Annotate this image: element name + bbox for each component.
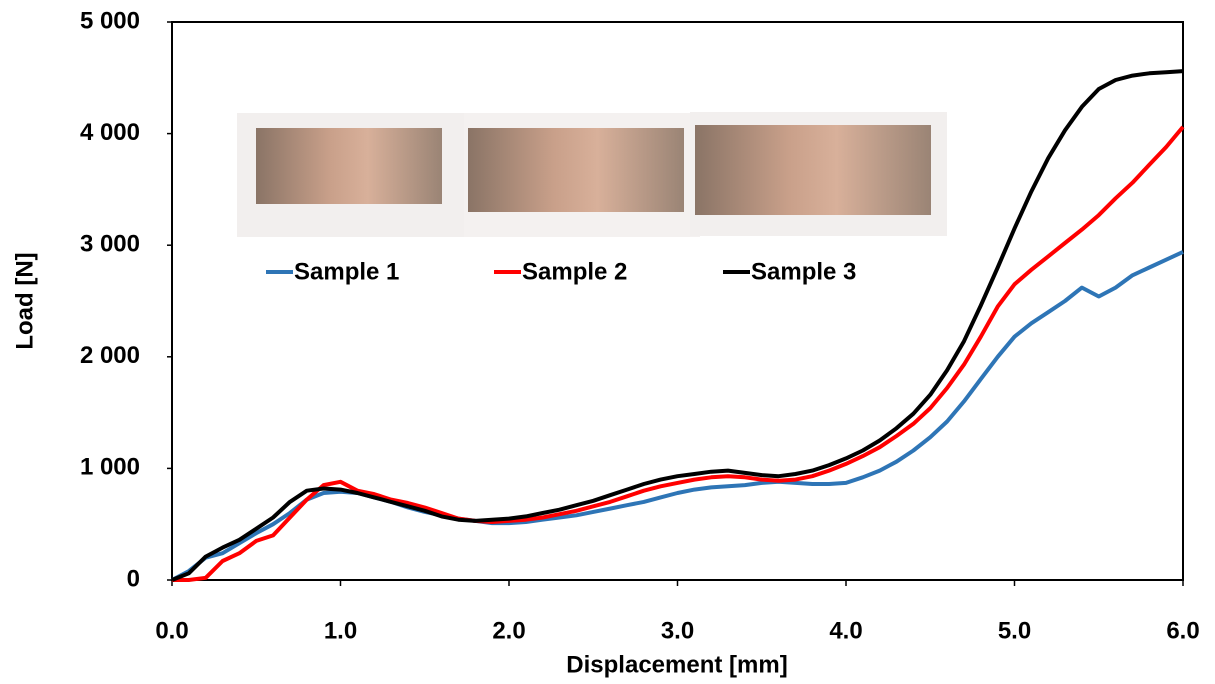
x-tick-label: 6.0 bbox=[1166, 617, 1199, 644]
y-tick-label: 1 000 bbox=[80, 454, 140, 481]
x-tick-label: 1.0 bbox=[324, 617, 357, 644]
data-line bbox=[172, 125, 1185, 582]
data-line bbox=[171, 250, 1184, 582]
legend-label: Sample 3 bbox=[751, 258, 856, 285]
y-tick-label: 0 bbox=[127, 565, 140, 592]
y-axis-title: Load [N] bbox=[11, 252, 38, 349]
x-axis-title: Displacement [mm] bbox=[566, 651, 787, 678]
y-tick-label: 5 000 bbox=[80, 7, 140, 34]
x-tick-label: 0.0 bbox=[155, 617, 188, 644]
data-line bbox=[171, 69, 1184, 582]
y-tick-label: 4 000 bbox=[80, 119, 140, 146]
y-tick-label: 3 000 bbox=[80, 231, 140, 258]
x-tick-label: 5.0 bbox=[998, 617, 1031, 644]
x-tick-label: 4.0 bbox=[829, 617, 862, 644]
sample-photos bbox=[237, 112, 947, 237]
plot-frame bbox=[171, 21, 1184, 581]
legend-label: Sample 2 bbox=[522, 258, 627, 285]
y-tick-label: 2 000 bbox=[80, 342, 140, 369]
x-tick-label: 3.0 bbox=[661, 617, 694, 644]
legend-label: Sample 1 bbox=[294, 258, 399, 285]
x-tick-label: 2.0 bbox=[492, 617, 525, 644]
